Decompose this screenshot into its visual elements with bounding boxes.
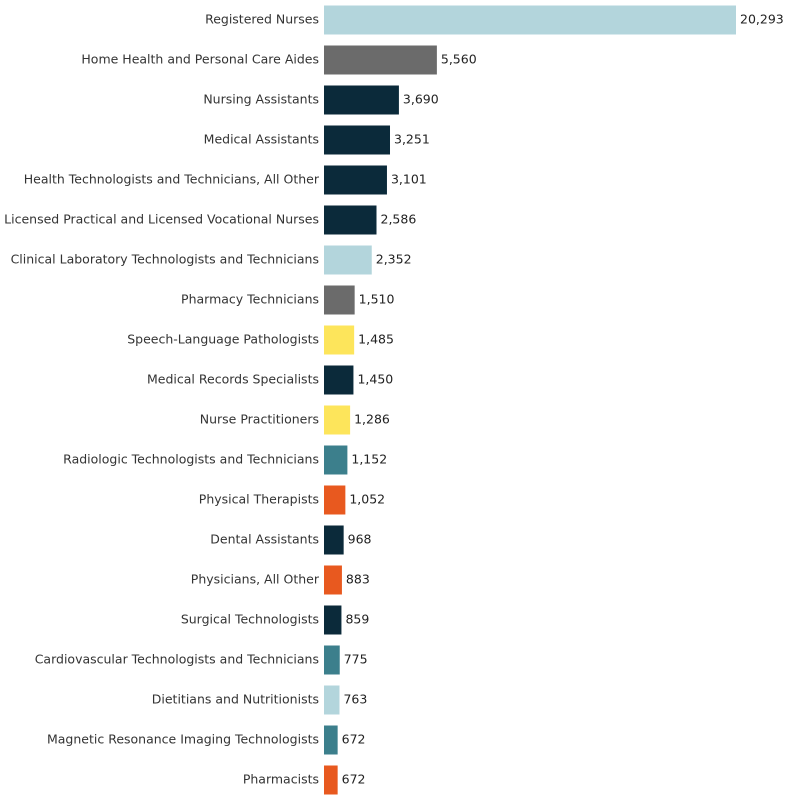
value-label: 1,052 [349, 492, 385, 507]
value-label: 3,251 [394, 132, 430, 147]
value-labels-group: 20,293 5,560 3,690 3,251 3,101 2,586 2,352 1,51… [342, 12, 784, 787]
value-label: 1,485 [358, 332, 394, 347]
category-label: Speech-Language Pathologists [127, 332, 319, 347]
value-label: 2,586 [381, 212, 417, 227]
value-label: 3,690 [403, 92, 439, 107]
bar [324, 125, 391, 155]
value-label: 5,560 [441, 52, 477, 67]
category-label: Physical Therapists [199, 492, 319, 507]
bar [324, 565, 342, 595]
category-label: Dietitians and Nutritionists [152, 692, 319, 707]
value-label: 672 [342, 772, 366, 787]
category-label: Registered Nurses [205, 12, 319, 27]
category-label: Pharmacists [243, 772, 319, 787]
category-label: Medical Assistants [204, 132, 319, 147]
category-label: Clinical Laboratory Technologists and Te… [11, 252, 319, 267]
category-label: Licensed Practical and Licensed Vocation… [4, 212, 319, 227]
value-label: 1,510 [359, 292, 395, 307]
bar [324, 365, 354, 395]
value-label: 1,152 [351, 452, 387, 467]
category-label: Radiologic Technologists and Technicians [63, 452, 319, 467]
value-label: 763 [343, 692, 367, 707]
category-label: Magnetic Resonance Imaging Technologists [47, 732, 319, 747]
value-label: 968 [348, 532, 372, 547]
value-label: 883 [346, 572, 370, 587]
category-label: Cardiovascular Technologists and Technic… [35, 652, 319, 667]
bar [324, 605, 342, 635]
category-label: Health Technologists and Technicians, Al… [24, 172, 320, 187]
value-label: 1,286 [354, 412, 390, 427]
bar [324, 85, 399, 115]
category-label: Physicians, All Other [191, 572, 320, 587]
bar [324, 485, 346, 515]
category-label: Home Health and Personal Care Aides [81, 52, 319, 67]
value-label: 20,293 [740, 12, 784, 27]
bar [324, 405, 351, 435]
value-label: 3,101 [391, 172, 427, 187]
category-label: Pharmacy Technicians [181, 292, 319, 307]
bar [324, 5, 736, 35]
bar [324, 765, 338, 795]
value-label: 1,450 [357, 372, 393, 387]
bars-group [324, 5, 736, 795]
category-label: Medical Records Specialists [147, 372, 319, 387]
bar [324, 725, 338, 755]
category-label: Surgical Technologists [181, 612, 319, 627]
category-label: Dental Assistants [210, 532, 319, 547]
bar [324, 685, 340, 715]
bar [324, 245, 372, 275]
bar [324, 525, 344, 555]
bar [324, 285, 355, 315]
value-label: 2,352 [376, 252, 412, 267]
bar [324, 45, 437, 75]
bar [324, 645, 340, 675]
value-label: 859 [345, 612, 369, 627]
bar [324, 445, 348, 475]
category-labels-group: Registered Nurses Home Health and Persona… [4, 12, 320, 787]
category-label: Nursing Assistants [203, 92, 319, 107]
bar [324, 205, 377, 235]
bar [324, 165, 387, 195]
bar [324, 325, 355, 355]
value-label: 775 [344, 652, 368, 667]
value-label: 672 [342, 732, 366, 747]
category-label: Nurse Practitioners [200, 412, 319, 427]
